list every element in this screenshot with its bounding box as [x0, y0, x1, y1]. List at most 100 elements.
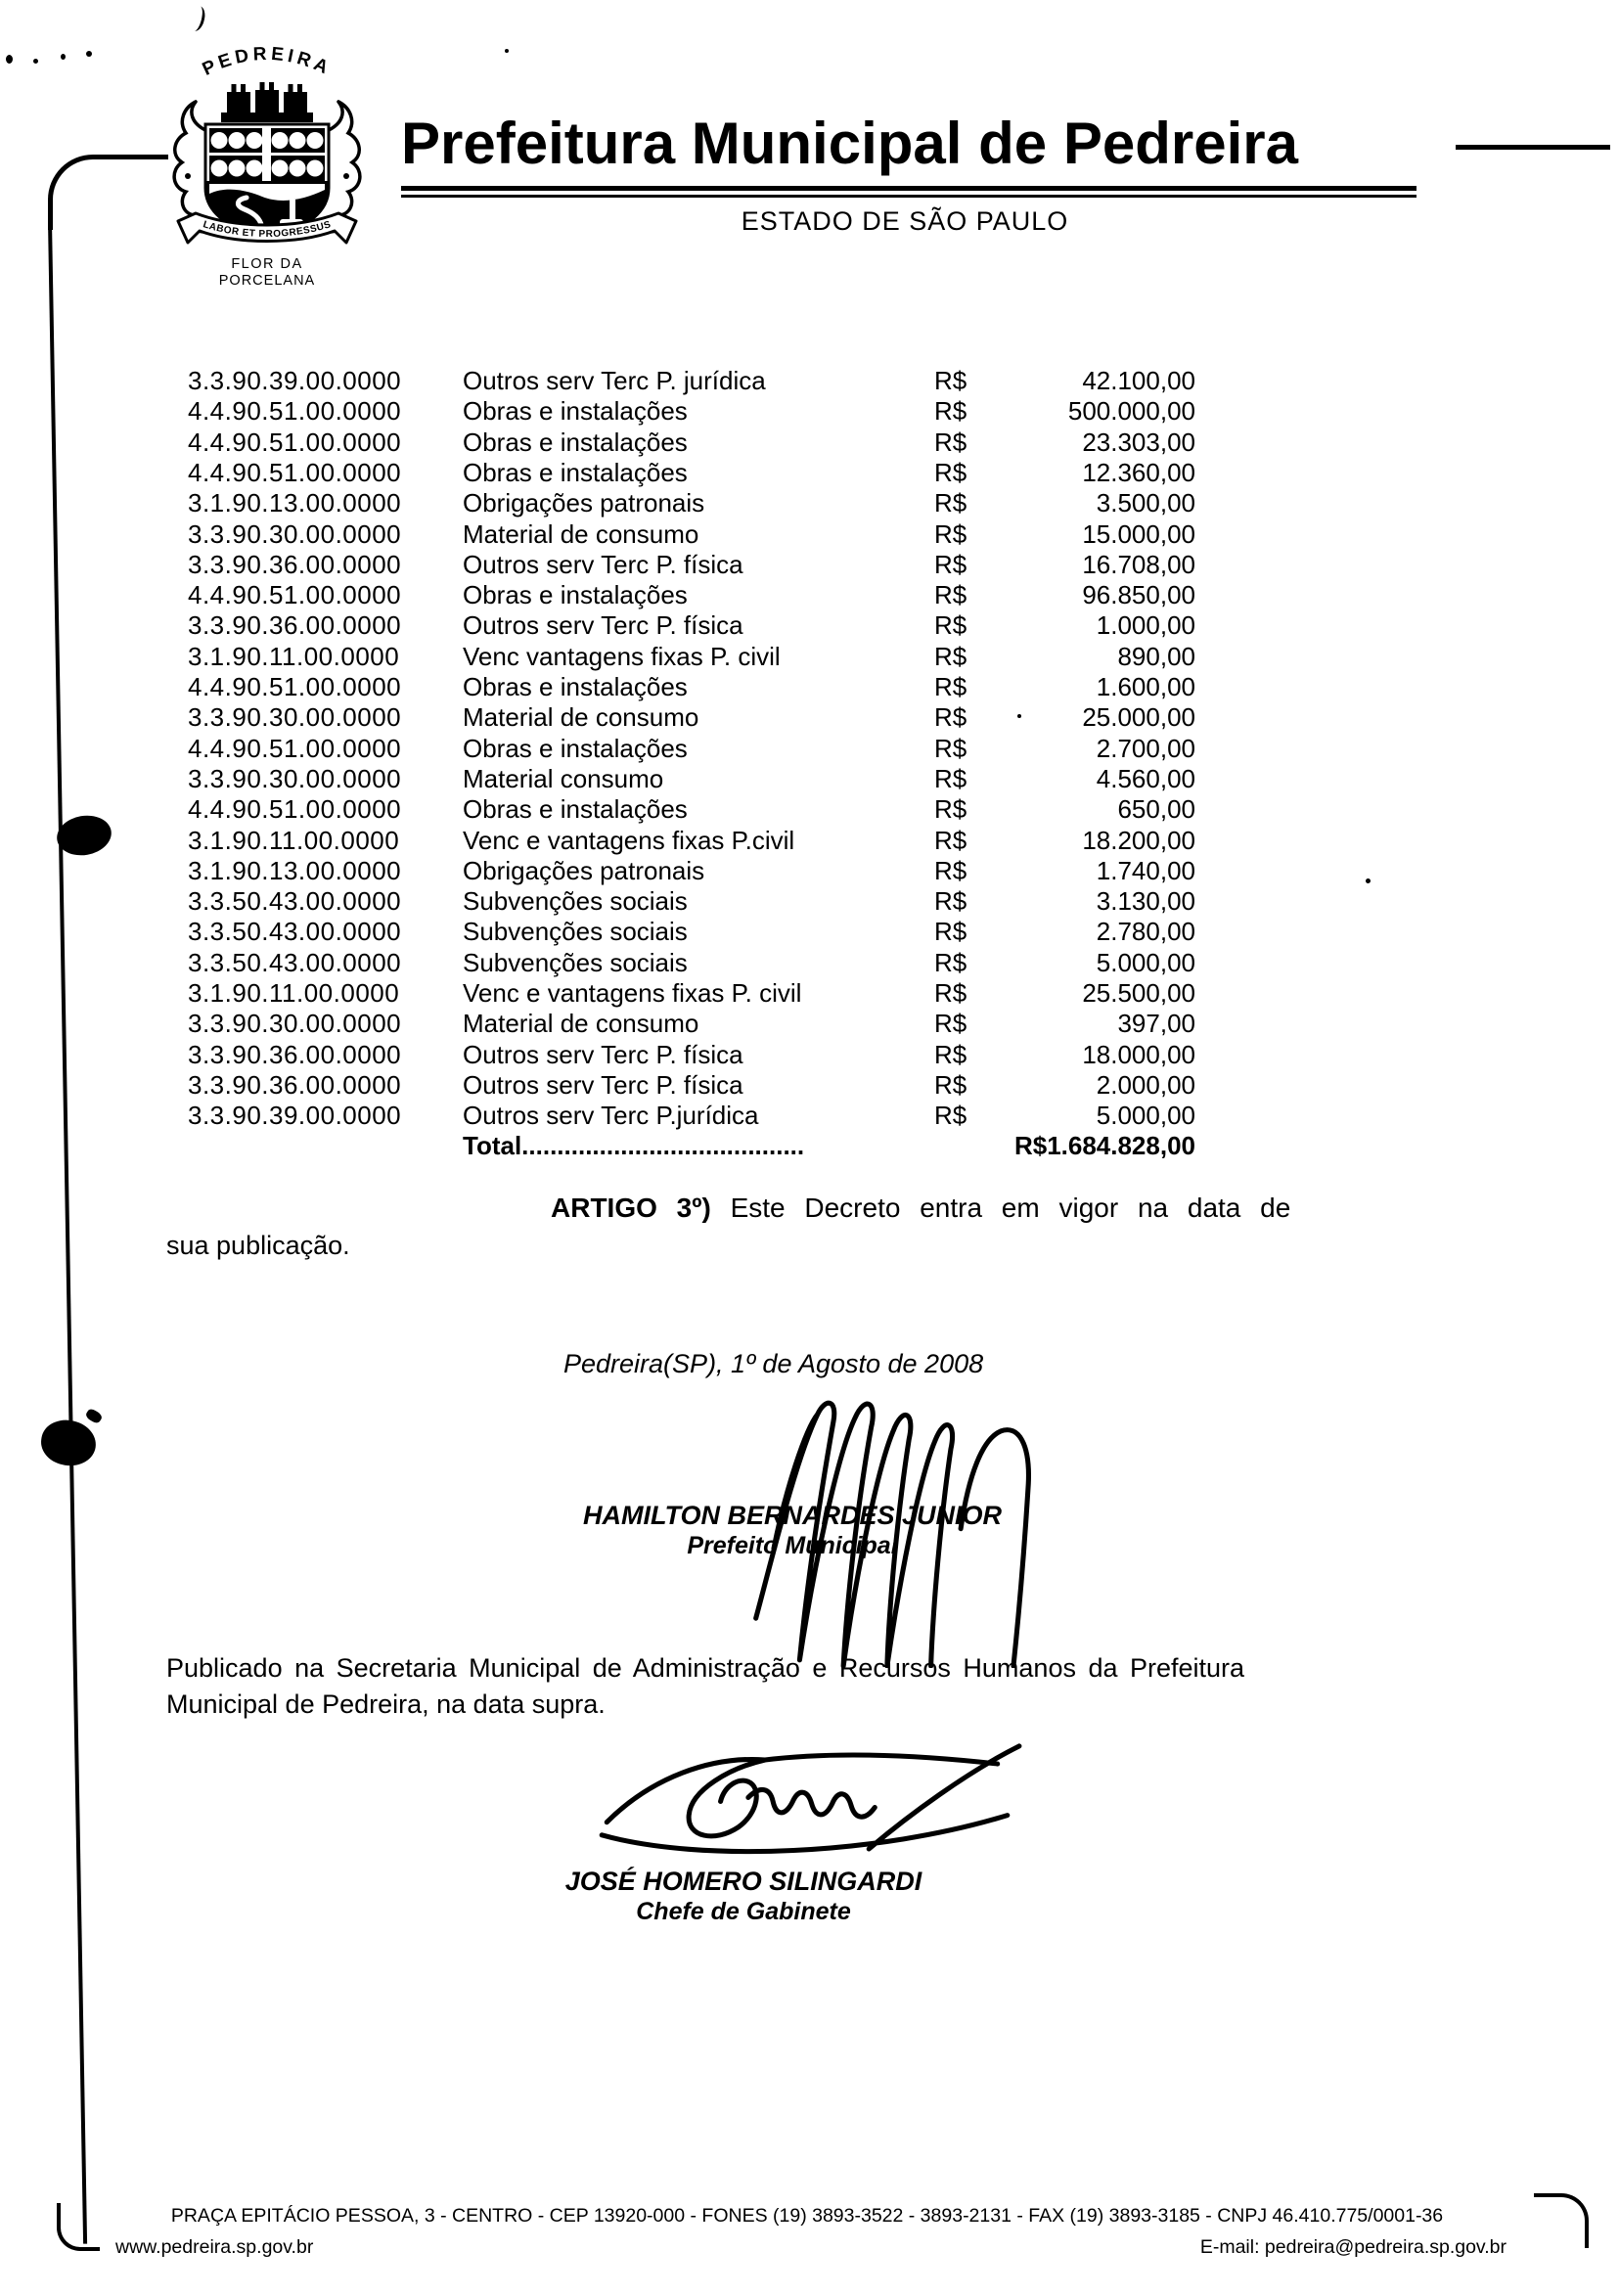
- currency-label: R$: [934, 366, 967, 395]
- currency-label: R$: [934, 917, 967, 947]
- table-row: 3.1.90.13.00.0000 Obrigações patronais R$ 3…: [188, 488, 1195, 518]
- budget-value: 12.360,00: [1082, 457, 1195, 487]
- publication-note: Municipal de Pedreira, na data supra.: [166, 1689, 606, 1719]
- municipal-coat-of-arms: PEDREIRA: [153, 29, 382, 264]
- table-row: 4.4.90.51.00.0000 Obras e instalações R$ 96…: [188, 580, 1195, 610]
- budget-code: 3.3.90.36.00.0000: [188, 610, 402, 641]
- table-row: 3.3.90.36.00.0000 Outros serv Terc P. fís…: [188, 1070, 1195, 1101]
- budget-code: 3.3.90.39.00.0000: [188, 1101, 402, 1131]
- budget-description: Obras e instalações: [463, 580, 688, 610]
- budget-description: Outros serv Terc P. física: [463, 610, 743, 641]
- budget-description: Outros serv Terc P.jurídica: [463, 1101, 759, 1131]
- signer1-title: Prefeito Municipal: [687, 1532, 898, 1559]
- budget-value: 3.130,00: [1096, 886, 1195, 917]
- budget-value: 4.560,00: [1096, 763, 1195, 793]
- footer-contacts: www.pedreira.sp.gov.br E-mail: pedreira@…: [115, 2236, 1507, 2259]
- currency-label: R$: [934, 427, 967, 457]
- budget-description: Outros serv Terc P. jurídica: [463, 366, 766, 395]
- article-3-label: ARTIGO 3º): [551, 1193, 711, 1223]
- budget-code: 4.4.90.51.00.0000: [188, 457, 402, 487]
- signature-mayor: [724, 1370, 1066, 1668]
- budget-description: Material de consumo: [463, 702, 699, 733]
- scan-speck: [61, 54, 66, 60]
- budget-code: 4.4.90.51.00.0000: [188, 794, 402, 825]
- budget-description: Outros serv Terc P. física: [463, 1069, 743, 1100]
- currency-label: R$: [934, 702, 967, 733]
- table-row: 3.3.90.30.00.0000 Material de consumo R$ 15…: [188, 519, 1195, 550]
- budget-code: 3.3.90.30.00.0000: [188, 518, 402, 549]
- budget-code: 3.3.50.43.00.0000: [188, 947, 402, 977]
- budget-code: 3.1.90.11.00.0000: [188, 978, 400, 1008]
- table-row: 4.4.90.51.00.0000 Obras e instalações R$ 12…: [188, 458, 1195, 488]
- currency-label: R$: [934, 1009, 967, 1039]
- budget-value: 397,00: [1117, 1009, 1195, 1039]
- signer2-title: Chefe de Gabinete: [636, 1898, 851, 1925]
- budget-value: 890,00: [1117, 641, 1195, 671]
- currency-label: R$: [934, 947, 967, 977]
- budget-value: 42.100,00: [1082, 366, 1195, 395]
- budget-value: 15.000,00: [1082, 518, 1195, 549]
- title-underline: [401, 186, 1417, 191]
- budget-value: 3.500,00: [1096, 488, 1195, 518]
- dateline: Pedreira(SP), 1º de Agosto de 2008: [563, 1349, 984, 1378]
- budget-code: 4.4.90.51.00.0000: [188, 396, 402, 427]
- table-row: 3.3.50.43.00.0000 Subvenções sociais R$ 5.0…: [188, 948, 1195, 978]
- budget-description: Venc e vantagens fixas P. civil: [463, 978, 802, 1008]
- budget-description: Obrigações patronais: [463, 488, 705, 518]
- currency-label: R$: [934, 1069, 967, 1100]
- hole-punch-mark: [38, 1417, 99, 1469]
- budget-description: Venc e vantagens fixas P.civil: [463, 825, 795, 855]
- budget-code: 3.3.90.36.00.0000: [188, 1039, 402, 1069]
- table-row: 3.1.90.11.00.0000 Venc e vantagens fixas …: [188, 978, 1195, 1009]
- budget-value: 500.000,00: [1067, 396, 1195, 427]
- budget-code: 3.3.50.43.00.0000: [188, 917, 402, 947]
- budget-code: 3.1.90.11.00.0000: [188, 641, 400, 671]
- budget-description: Outros serv Terc P. física: [463, 1039, 743, 1069]
- currency-label: R$: [934, 549, 967, 579]
- budget-description: Obras e instalações: [463, 396, 688, 427]
- total-label: Total...................................…: [463, 1131, 805, 1160]
- frame-corner-top-left: [48, 155, 168, 230]
- budget-code: 4.4.90.51.00.0000: [188, 733, 402, 763]
- table-row: 4.4.90.51.00.0000 Obras e instalações R$ 50…: [188, 396, 1195, 427]
- budget-value: 2.780,00: [1096, 917, 1195, 947]
- currency-label: R$: [934, 1039, 967, 1069]
- budget-code: 3.1.90.13.00.0000: [188, 855, 402, 885]
- budget-code: 3.3.50.43.00.0000: [188, 886, 402, 917]
- table-row: 3.3.90.39.00.0000 Outros serv Terc P. jur…: [188, 366, 1195, 396]
- budget-value: 96.850,00: [1082, 580, 1195, 610]
- budget-value: 2.700,00: [1096, 733, 1195, 763]
- budget-value: 18.200,00: [1082, 825, 1195, 855]
- signature-chief-of-staff: [582, 1736, 1027, 1873]
- currency-label: R$: [934, 855, 967, 885]
- budget-description: Obras e instalações: [463, 794, 688, 825]
- currency-label: R$: [934, 610, 967, 641]
- budget-description: Subvenções sociais: [463, 886, 688, 917]
- budget-description: Obrigações patronais: [463, 855, 705, 885]
- table-row: 4.4.90.51.00.0000 Obras e instalações R$ 2.…: [188, 734, 1195, 764]
- scan-speck: [505, 49, 509, 53]
- frame-left-edge: [48, 220, 88, 2244]
- budget-description: Material consumo: [463, 763, 664, 793]
- article-3-line: ARTIGO 3º) Este Decreto entra em vigor n…: [551, 1193, 1290, 1224]
- budget-code: 3.3.90.36.00.0000: [188, 549, 402, 579]
- table-row: 3.3.90.30.00.0000 Material de consumo R$ 25…: [188, 702, 1195, 733]
- table-row: 3.1.90.13.00.0000 Obrigações patronais R$ 1…: [188, 856, 1195, 886]
- table-row: 3.3.90.36.00.0000 Outros serv Terc P. fís…: [188, 550, 1195, 580]
- currency-label: R$: [934, 641, 967, 671]
- total-value: R$1.684.828,00: [1013, 1131, 1195, 1160]
- frame-corner-bottom-right: [1534, 2193, 1589, 2248]
- budget-value: 650,00: [1117, 794, 1195, 825]
- table-row: 3.1.90.11.00.0000 Venc vantagens fixas P.…: [188, 642, 1195, 672]
- scan-speck: [1017, 714, 1021, 718]
- title-underline: [401, 195, 1417, 198]
- budget-description: Subvenções sociais: [463, 947, 688, 977]
- budget-value: 5.000,00: [1096, 1101, 1195, 1131]
- letterhead-title: Prefeitura Municipal de Pedreira: [401, 111, 1298, 176]
- budget-code: 3.3.90.30.00.0000: [188, 763, 402, 793]
- budget-description: Obras e instalações: [463, 672, 688, 701]
- currency-label: R$: [934, 825, 967, 855]
- budget-value: 1.600,00: [1096, 672, 1195, 701]
- scan-speck: [33, 59, 38, 64]
- budget-code: 4.4.90.51.00.0000: [188, 672, 402, 701]
